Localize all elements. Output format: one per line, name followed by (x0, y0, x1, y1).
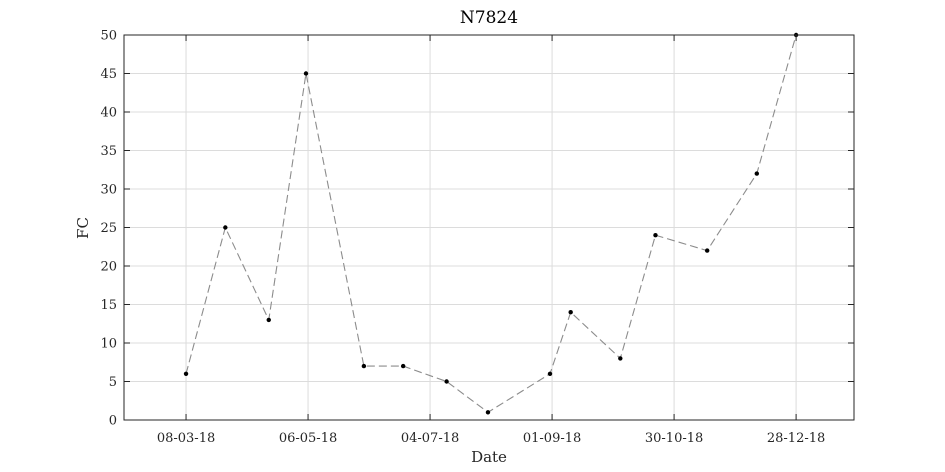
y-tick-label: 10 (100, 337, 117, 352)
y-tick-label: 5 (109, 375, 117, 390)
data-point (568, 310, 573, 315)
data-point (183, 371, 189, 376)
y-tick-label: 20 (100, 260, 117, 275)
data-point (653, 233, 658, 238)
y-tick-label: 50 (100, 29, 117, 44)
data-point (618, 356, 623, 361)
x-tick-label: 04-07-18 (401, 431, 459, 446)
chart-title: N7824 (460, 8, 518, 28)
y-tick-label: 0 (109, 414, 117, 429)
x-tick-label: 30-10-18 (645, 431, 703, 446)
data-point (303, 71, 309, 76)
y-tick-label: 45 (100, 67, 117, 82)
x-tick-label: 28-12-18 (767, 431, 825, 446)
data-point (704, 248, 710, 253)
x-tick-label: 01-09-18 (523, 431, 581, 446)
y-tick-label: 15 (100, 298, 117, 313)
data-point (485, 410, 491, 415)
data-point (266, 317, 271, 323)
data-point (444, 379, 449, 384)
tick-labels: 0 5 10 15 20 25 30 35 40 45 50 08-03-18 06-05-18 04-0… (100, 29, 825, 447)
x-tick-label: 06-05-18 (279, 431, 337, 446)
x-axis-label: Date (471, 448, 507, 466)
y-axis-label: FC (74, 217, 92, 239)
data-point (547, 371, 553, 376)
y-tick-label: 30 (100, 183, 117, 198)
grid-lines (124, 34, 854, 421)
y-tick-label: 35 (100, 144, 117, 159)
y-tick-label: 25 (100, 221, 117, 236)
data-point (754, 171, 760, 176)
axis-ticks (124, 34, 854, 421)
data-point (400, 363, 406, 369)
x-tick-label: 08-03-18 (157, 431, 215, 446)
y-tick-label: 40 (100, 106, 117, 121)
data-point (223, 225, 228, 230)
series-line (185, 34, 797, 413)
data-point (361, 363, 367, 369)
data-series (183, 32, 799, 415)
